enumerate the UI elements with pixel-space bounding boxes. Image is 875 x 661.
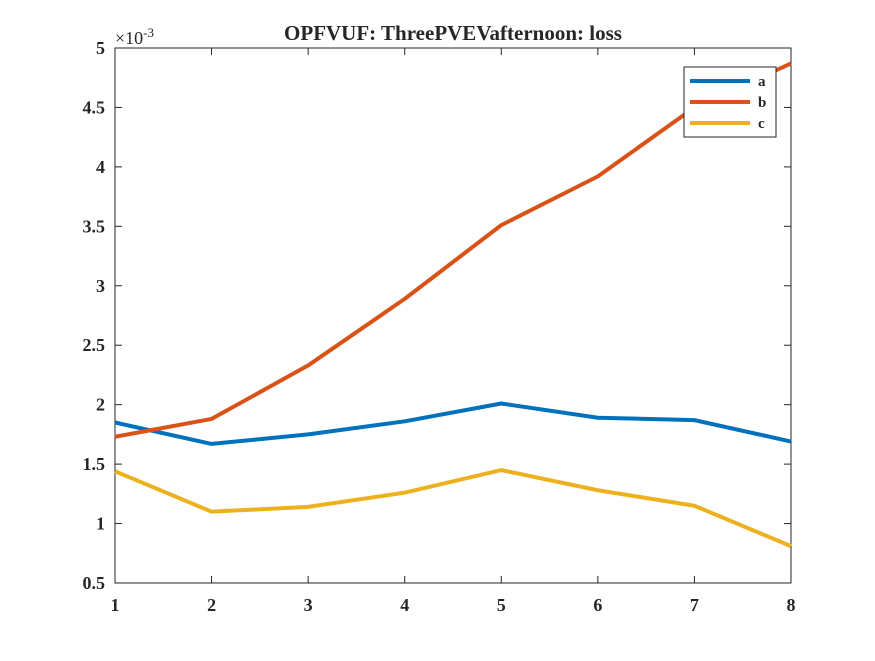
y-tick-label: 0.5 xyxy=(83,573,106,593)
legend-label-c: c xyxy=(758,116,765,132)
plot-box xyxy=(114,47,792,584)
y-tick-label: 1.5 xyxy=(83,454,106,474)
y-tick-label: 2.5 xyxy=(83,335,106,355)
y-tick-label: 3.5 xyxy=(83,216,106,236)
x-tick-label: 8 xyxy=(787,595,796,615)
y-tick-label: 2 xyxy=(96,395,105,415)
legend-label-a: a xyxy=(758,74,766,90)
y-tick-label: 1 xyxy=(96,514,105,534)
x-tick-label: 4 xyxy=(400,595,409,615)
series-line-b xyxy=(114,61,792,439)
legend: abc xyxy=(683,66,777,138)
y-tick-label: 4.5 xyxy=(83,97,106,117)
y-exponent-power: -3 xyxy=(143,25,154,40)
legend-label-b: b xyxy=(758,95,766,111)
x-tick-label: 6 xyxy=(593,595,602,615)
x-tick-label: 2 xyxy=(207,595,216,615)
x-tick-label: 1 xyxy=(111,595,120,615)
y-tick-label: 4 xyxy=(96,157,105,177)
x-tick-label: 3 xyxy=(304,595,313,615)
series-line-a xyxy=(114,401,792,446)
plot-axes: 1 2 3 4 5 6 7 80.511.522.533.544.55 xyxy=(83,38,796,615)
series-line-c xyxy=(114,468,792,548)
series-layer xyxy=(114,61,792,548)
chart-title: OPFVUF: ThreePVEVafternoon: loss xyxy=(284,21,622,45)
y-tick-label: 3 xyxy=(96,276,105,296)
y-exponent-label: ×10-3 xyxy=(115,25,154,48)
x-tick-label: 7 xyxy=(690,595,699,615)
x-tick-label: 5 xyxy=(497,595,506,615)
y-tick-label: 5 xyxy=(96,38,105,58)
